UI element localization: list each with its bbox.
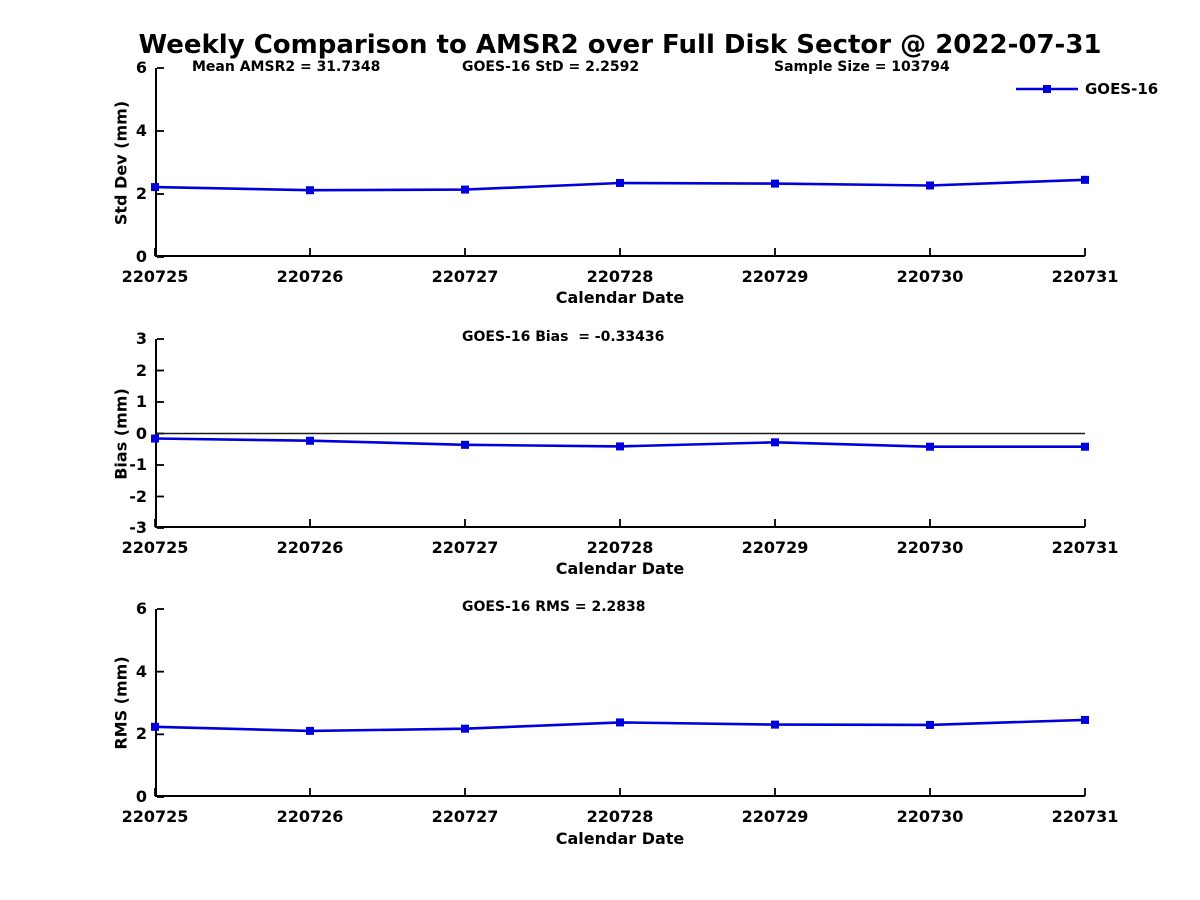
annotation-goes16-std: GOES-16 StD = 2.2592: [462, 59, 640, 75]
x-tick-label: 220726: [276, 807, 344, 826]
x-tick-label: 220728: [586, 538, 654, 557]
plot-area-std-dev: [151, 67, 1089, 258]
data-point-marker: [926, 181, 934, 190]
x-tick-label: 220729: [741, 267, 809, 286]
x-tick-label: 220725: [121, 807, 189, 826]
x-tick-label: 220725: [121, 267, 189, 286]
data-point-marker: [151, 722, 159, 731]
y-tick-label: 0: [135, 423, 147, 443]
y-tick-label: 2: [135, 724, 147, 744]
y-tick-label: -1: [129, 455, 147, 474]
plot-area-bias: [151, 338, 1089, 529]
y-tick-label: 0: [135, 247, 147, 266]
legend-label: GOES-16: [1085, 80, 1159, 98]
x-tick-label: 220731: [1051, 267, 1119, 286]
data-point-marker: [306, 726, 314, 735]
data-point-marker: [461, 724, 469, 733]
legend: GOES-16: [1016, 81, 1158, 97]
y-tick-label: 3: [135, 329, 147, 348]
x-tick-label: 220728: [586, 267, 654, 286]
x-axis-label-std-dev: Calendar Date: [555, 288, 685, 307]
x-tick-label: 220730: [896, 267, 964, 286]
data-point-marker: [461, 185, 469, 194]
data-point-marker: [306, 436, 314, 445]
x-axis-label-bias: Calendar Date: [555, 559, 685, 578]
data-point-marker: [616, 178, 624, 187]
x-tick-label: 220731: [1051, 807, 1119, 826]
legend-line-marker-icon: [1016, 85, 1078, 93]
x-tick-label: 220725: [121, 538, 189, 557]
y-tick-label: 0: [135, 787, 147, 806]
data-point-marker: [151, 183, 159, 192]
data-point-marker: [1081, 715, 1089, 724]
y-axis-label-rms: RMS (mm): [111, 656, 131, 750]
x-tick-label: 220726: [276, 538, 344, 557]
annotation-mean-amsr2: Mean AMSR2 = 31.7348: [192, 59, 381, 75]
data-point-marker: [461, 440, 469, 449]
data-point-marker: [926, 720, 934, 729]
annotation-goes16-rms: GOES-16 RMS = 2.2838: [462, 599, 646, 615]
x-tick-label: 220730: [896, 807, 964, 826]
annotation-sample-size: Sample Size = 103794: [774, 59, 950, 75]
data-point-marker: [771, 720, 779, 729]
data-point-marker: [771, 438, 779, 447]
x-axis-label-rms: Calendar Date: [555, 829, 685, 848]
x-tick-label: 220727: [431, 807, 499, 826]
data-point-marker: [616, 718, 624, 727]
data-point-marker: [1081, 442, 1089, 451]
figure-title: Weekly Comparison to AMSR2 over Full Dis…: [138, 30, 1102, 60]
plot-area-rms: [151, 608, 1089, 798]
data-point-marker: [306, 186, 314, 195]
y-tick-label: 6: [135, 599, 147, 618]
data-line-goes-16: [154, 437, 1085, 448]
y-axis-label-bias: Bias (mm): [111, 388, 131, 480]
x-tick-label: 220729: [741, 807, 809, 826]
data-line-goes-16: [154, 718, 1086, 733]
y-tick-label: 4: [135, 661, 147, 681]
y-tick-label: -3: [129, 518, 147, 537]
y-tick-label: 1: [135, 392, 147, 411]
x-tick-label: 220730: [896, 538, 964, 557]
y-tick-label: 2: [135, 184, 147, 203]
annotation-goes16-bias: GOES-16 Bias = -0.33436: [462, 329, 665, 345]
data-point-marker: [151, 434, 159, 443]
x-tick-label: 220727: [431, 267, 499, 286]
data-point-marker: [771, 179, 779, 188]
x-tick-label: 220731: [1051, 538, 1119, 557]
y-tick-label: 2: [135, 360, 147, 380]
x-tick-label: 220729: [741, 538, 809, 557]
data-point-marker: [616, 442, 624, 451]
y-tick-label: 6: [135, 58, 147, 77]
x-tick-label: 220727: [431, 538, 499, 557]
data-point-marker: [1081, 175, 1089, 184]
legend-square-marker: [1043, 85, 1051, 93]
y-tick-label: 4: [135, 121, 147, 140]
data-line-goes-16: [154, 178, 1086, 192]
x-tick-label: 220726: [276, 267, 344, 286]
y-tick-label: -2: [129, 486, 147, 506]
y-axis-label-std-dev: Std Dev (mm): [111, 100, 131, 226]
data-point-marker: [926, 442, 934, 451]
x-tick-label: 220728: [586, 807, 654, 826]
